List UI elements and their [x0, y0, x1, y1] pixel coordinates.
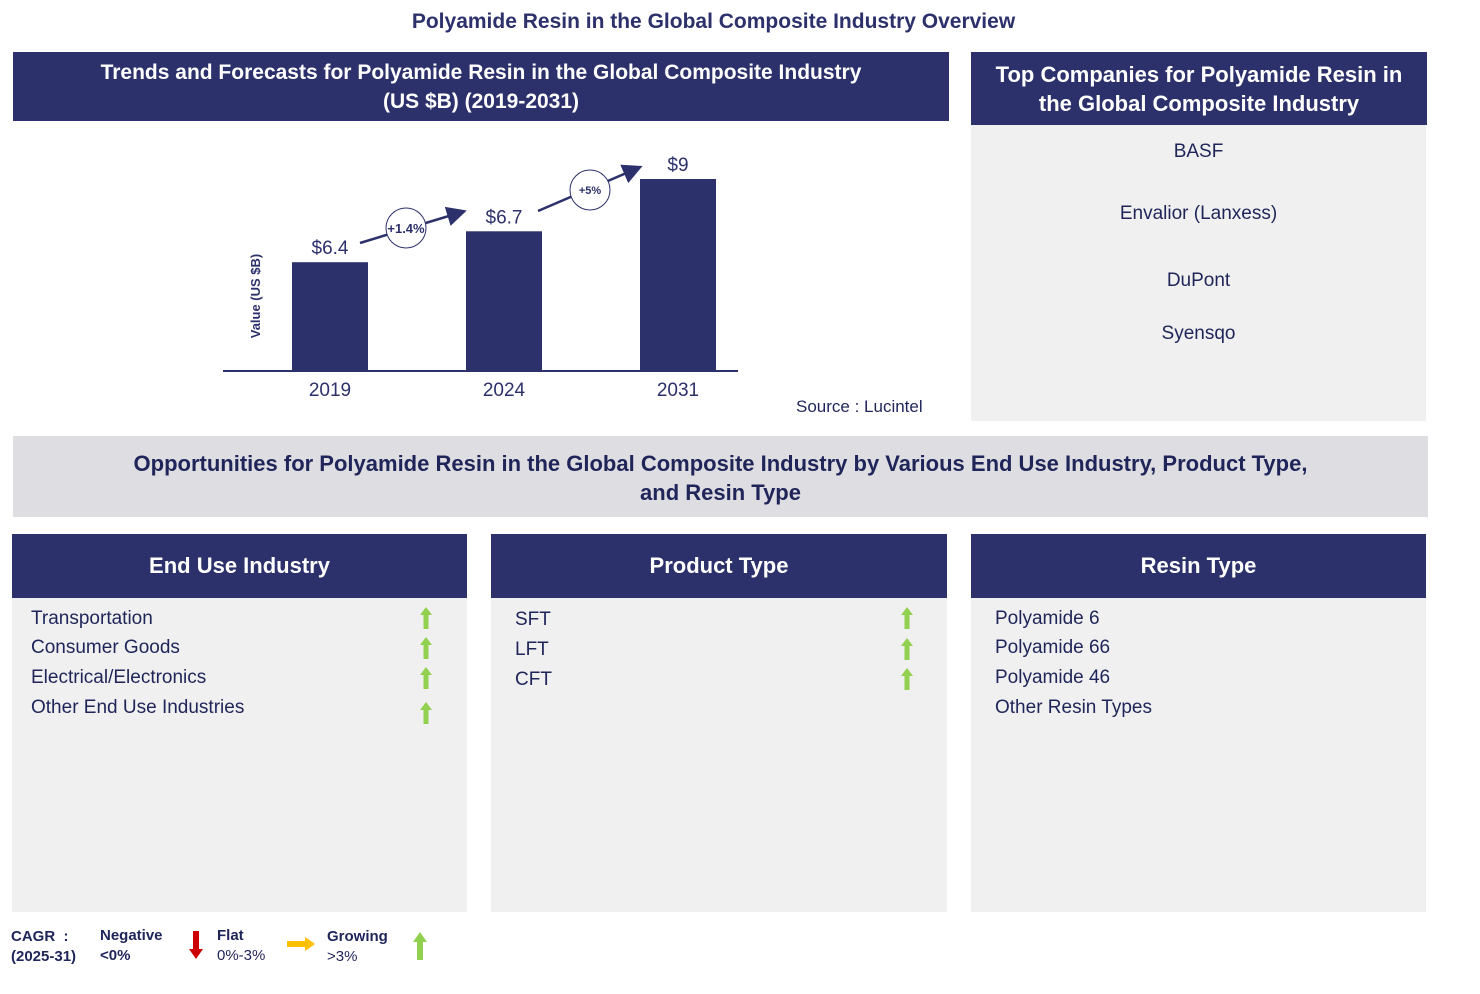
y-axis-label: Value (US $B): [248, 254, 263, 339]
company-name: DuPont: [1166, 270, 1231, 291]
x-tick-label: 2031: [657, 380, 699, 401]
data-label: $6.4: [312, 238, 349, 259]
growing-arrow-icon: [901, 668, 913, 690]
legend-negative-label: Negative: [100, 927, 163, 944]
bar: [640, 179, 716, 371]
legend-growing-range: >3%: [327, 948, 358, 965]
trend-header: Trends and Forecasts for Polyamide Resin…: [13, 52, 949, 121]
legend-flat-label: Flat: [217, 927, 244, 944]
data-label: $6.7: [486, 207, 523, 228]
segment-panel-resin-type: Polyamide 6 Polyamide 66 Polyamide 46 Ot…: [971, 598, 1426, 912]
legend-cagr: CAGR : (2025-31): [11, 927, 76, 967]
data-label: $9: [667, 155, 688, 176]
growing-arrow-icon: [420, 667, 432, 689]
segment-panel-end-use: Transportation Consumer Goods Electrical…: [12, 598, 467, 912]
legend-negative-range: <0%: [100, 947, 131, 964]
segment-header-resin-type: Resin Type: [971, 534, 1426, 598]
flat-arrow-icon: [287, 937, 315, 951]
x-tick-label: 2019: [309, 380, 351, 401]
segment-item: SFT: [515, 609, 551, 630]
company-name: BASF: [1173, 141, 1224, 162]
segment-item: Other End Use Industries: [31, 697, 245, 718]
growing-arrow-icon: [901, 638, 913, 660]
bar: [466, 231, 542, 371]
negative-arrow-icon: [189, 931, 203, 959]
segment-header-end-use: End Use Industry: [12, 534, 467, 598]
segment-item: Polyamide 66: [995, 637, 1111, 658]
legend-flat: Flat 0%-3%: [217, 926, 265, 966]
growth-bubble: [385, 207, 427, 249]
segment-item: Polyamide 46: [995, 667, 1111, 688]
growing-arrow-icon: [420, 702, 432, 724]
legend-negative: Negative <0%: [100, 926, 163, 966]
companies-panel: BASF Envalior (Lanxess) DuPont Syensqo: [971, 125, 1426, 421]
opportunities-header: Opportunities for Polyamide Resin in the…: [13, 436, 1428, 517]
company-name: Envalior (Lanxess): [1119, 203, 1278, 224]
segment-item: Consumer Goods: [31, 637, 180, 658]
growing-arrow-icon: [901, 607, 913, 629]
segment-header-product-type: Product Type: [491, 534, 947, 598]
growing-arrow-icon: [413, 932, 427, 960]
main-title: Polyamide Resin in the Global Composite …: [411, 10, 1016, 33]
legend-growing: Growing >3%: [327, 927, 388, 967]
legend-cagr-label: CAGR :: [11, 928, 69, 945]
x-tick-label: 2024: [483, 380, 526, 401]
company-name: Syensqo: [1161, 323, 1236, 344]
legend-flat-range: 0%-3%: [217, 947, 266, 964]
growth-label: +5%: [579, 185, 602, 197]
growth-label: +1.4%: [387, 221, 425, 236]
segment-item: Polyamide 6: [995, 608, 1100, 629]
segment-panel-product-type: SFT LFT CFT: [491, 598, 947, 912]
companies-header: Top Companies for Polyamide Resin in the…: [971, 52, 1427, 125]
growing-arrow-icon: [420, 607, 432, 629]
growing-arrow-icon: [420, 637, 432, 659]
source-note: Source : Lucintel: [796, 397, 923, 416]
growth-bubble: [569, 169, 611, 211]
legend-cagr-period: (2025-31): [11, 948, 77, 965]
segment-item: Transportation: [31, 608, 153, 629]
segment-item: Other Resin Types: [995, 697, 1153, 718]
segment-item: Electrical/Electronics: [31, 667, 207, 688]
bar: [292, 262, 368, 371]
legend-growing-label: Growing: [327, 928, 388, 945]
segment-item: LFT: [515, 639, 549, 660]
segment-item: CFT: [515, 669, 552, 690]
bar-chart: $6.4 2019 $6.7 2024 $9 2031 Value (US $B) +1.…: [223, 155, 738, 401]
